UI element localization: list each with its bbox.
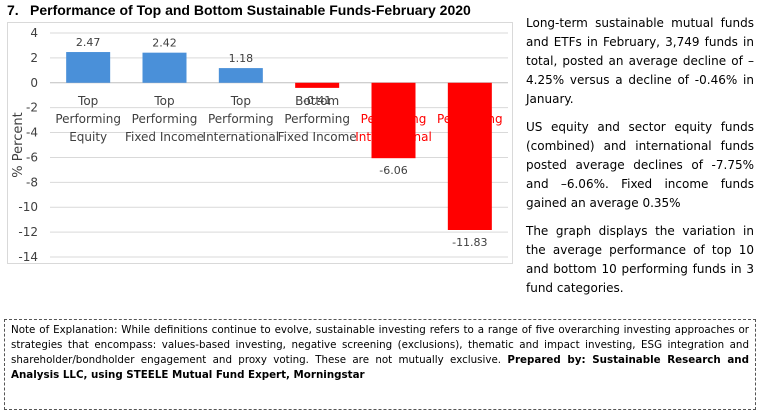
commentary: Long-term sustainable mutual funds and E…: [526, 14, 754, 307]
data-label: -6.06: [379, 164, 407, 177]
y-tick-label: -14: [18, 250, 38, 264]
note-text: Note of Explanation: While definitions c…: [11, 324, 749, 366]
category-label: Performing: [284, 112, 350, 126]
category-label: Fixed Income: [278, 130, 357, 144]
section-number: 7.: [7, 2, 19, 18]
category-label: Top: [77, 94, 98, 108]
bar: [142, 52, 187, 83]
category-label: Performing: [437, 112, 503, 126]
category-label: Equity: [451, 130, 489, 144]
category-label: Performing: [132, 112, 198, 126]
chart-title: Performance of Top and Bottom Sustainabl…: [30, 2, 471, 18]
category-label: Fixed Income: [125, 130, 204, 144]
bar: [371, 82, 416, 159]
category-label: International: [203, 130, 280, 144]
category-label: Bottom: [371, 94, 415, 108]
y-axis-title: % Percent: [11, 112, 26, 177]
y-tick-label: -8: [26, 175, 38, 189]
category-label: Performing: [208, 112, 274, 126]
y-tick-label: -4: [26, 126, 38, 140]
chart-svg: 4 2 0 -2 -4 -6 -8 -10 -12 -14 % Percent 2.47 Top Perf…: [11, 26, 508, 264]
bar: [66, 52, 111, 83]
bar: [295, 82, 340, 88]
category-label: Top: [230, 94, 251, 108]
data-label: 2.47: [76, 36, 101, 49]
data-label: -11.83: [452, 236, 487, 249]
y-tick-label: -12: [18, 225, 38, 239]
data-label: 1.18: [229, 52, 254, 65]
bar-chart: 4 2 0 -2 -4 -6 -8 -10 -12 -14 % Percent 2.47 Top Perf…: [7, 22, 513, 264]
category-label: Bottom: [448, 94, 492, 108]
commentary-paragraph-3: The graph displays the variation in the …: [526, 224, 754, 295]
y-tick-label: -2: [26, 101, 38, 115]
category-label: Performing: [361, 112, 427, 126]
data-label: -0.41: [303, 94, 331, 107]
note-credit: Prepared by: Sustainable Research and An…: [11, 354, 749, 381]
category-label: Performing: [55, 112, 121, 126]
bar: [218, 68, 263, 83]
explanation-note: Note of Explanation: While definitions c…: [4, 319, 756, 410]
category-label: International: [355, 130, 432, 144]
y-tick-label: -6: [26, 150, 38, 164]
commentary-paragraph-1: Long-term sustainable mutual funds and E…: [526, 16, 754, 106]
section-heading: 7. Performance of Top and Bottom Sustaina…: [7, 2, 471, 18]
y-tick-label: 0: [30, 76, 38, 90]
category-label: Equity: [69, 130, 107, 144]
bar: [447, 82, 492, 230]
commentary-paragraph-2: US equity and sector equity funds (combi…: [526, 120, 754, 210]
y-tick-label: 2: [30, 51, 38, 65]
data-label: 2.42: [152, 37, 177, 50]
category-label: Top: [153, 94, 174, 108]
y-tick-label: -10: [18, 200, 38, 214]
y-tick-label: 4: [30, 26, 38, 40]
category-label: Bottom: [295, 94, 339, 108]
